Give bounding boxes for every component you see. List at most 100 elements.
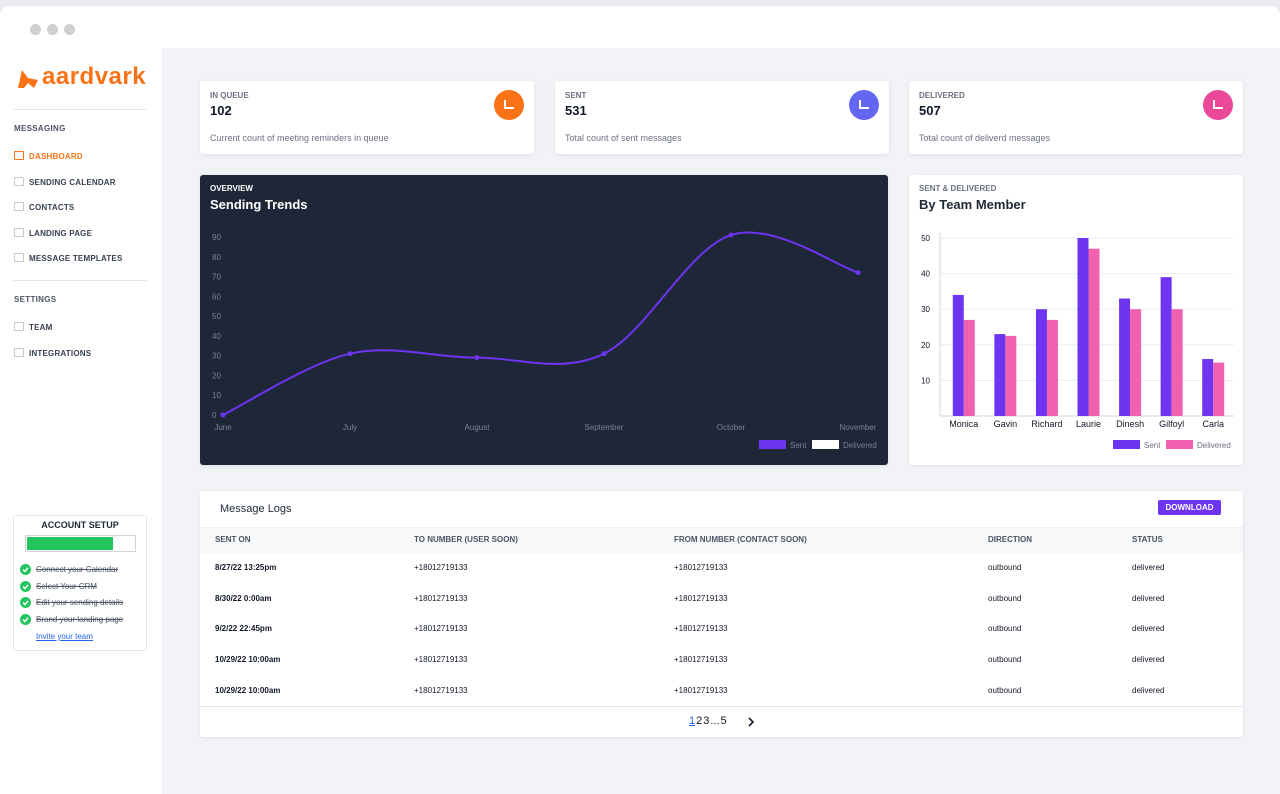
account-setup: ACCOUNT SETUP Connect your Calendar Select… bbox=[13, 515, 147, 651]
table-cell: 8/30/22 0:00am bbox=[215, 593, 272, 603]
table-cell: delivered bbox=[1132, 655, 1165, 665]
nav-item[interactable]: DASHBOARD bbox=[29, 152, 83, 161]
bar bbox=[1035, 309, 1047, 416]
sidebar-divider bbox=[13, 109, 147, 110]
check-icon bbox=[20, 614, 31, 626]
table-cell: 10/29/22 10:00am bbox=[215, 685, 281, 695]
nav-icon bbox=[14, 253, 24, 263]
y-tick-label: 50 bbox=[921, 234, 930, 243]
table-cell: +18012719133 bbox=[674, 655, 728, 665]
x-tick-label: July bbox=[343, 423, 357, 432]
sidebar-section-title: MESSAGING bbox=[14, 124, 66, 133]
bar bbox=[1160, 277, 1172, 416]
y-tick-label: 30 bbox=[212, 352, 221, 361]
y-tick-label: 20 bbox=[212, 371, 221, 380]
x-tick-label: Laurie bbox=[1076, 419, 1101, 429]
column-header: TO NUMBER (USER SOON) bbox=[414, 535, 518, 544]
table-title: Message Logs bbox=[220, 503, 292, 515]
y-tick-label: 0 bbox=[212, 411, 217, 420]
bar bbox=[1077, 238, 1089, 416]
check-mark bbox=[22, 584, 29, 590]
page-link[interactable]: 1 bbox=[689, 715, 696, 727]
chart-subtitle: SENT & DELIVERED bbox=[919, 184, 997, 193]
setup-task[interactable]: Brand your landing page bbox=[36, 615, 124, 625]
stat-icon-glyph bbox=[1213, 100, 1223, 109]
chart-subtitle: OVERVIEW bbox=[210, 184, 253, 193]
line-point bbox=[728, 232, 734, 238]
table-cell: outbound bbox=[988, 685, 1022, 695]
stat-label: SENT bbox=[565, 91, 587, 100]
y-tick-label: 20 bbox=[921, 341, 930, 350]
stat-icon bbox=[849, 90, 879, 120]
bar bbox=[1046, 319, 1058, 416]
setup-task[interactable]: Connect your Calendar bbox=[36, 565, 119, 574]
table-cell: +18012719133 bbox=[414, 624, 468, 634]
y-tick-label: 90 bbox=[212, 233, 221, 242]
nav-icon bbox=[14, 227, 24, 237]
account-setup-title: ACCOUNT SETUP bbox=[41, 520, 119, 530]
nav-item[interactable]: CONTACTS bbox=[29, 203, 75, 213]
legend-label: Sent bbox=[790, 441, 807, 450]
page-link[interactable]: 2 bbox=[696, 715, 703, 727]
nav-item[interactable]: LANDING PAGE bbox=[29, 228, 93, 238]
table-footer-divider bbox=[200, 706, 1243, 707]
page-link[interactable]: ... bbox=[710, 715, 720, 727]
check-circle bbox=[20, 580, 31, 592]
legend-label: Delivered bbox=[843, 441, 877, 450]
progress-fill bbox=[27, 537, 113, 550]
stat-label: DELIVERED bbox=[919, 91, 965, 100]
title-bar bbox=[0, 6, 1280, 50]
stat-icon bbox=[494, 90, 524, 120]
line-point bbox=[601, 351, 607, 357]
nav-icon bbox=[14, 176, 24, 186]
nav-icon bbox=[14, 347, 24, 357]
download-button[interactable]: DOWNLOAD bbox=[1158, 500, 1221, 515]
next-page[interactable] bbox=[747, 717, 755, 727]
logo-icon bbox=[18, 70, 38, 88]
chart-card: SENT & DELIVERED By Team Member 10 20 30 40 50… bbox=[909, 175, 1243, 465]
chart-title: By Team Member bbox=[919, 197, 1026, 212]
legend-swatch bbox=[812, 440, 839, 449]
line-point bbox=[474, 355, 480, 361]
table-cell: +18012719133 bbox=[414, 685, 468, 695]
nav-item[interactable]: TEAM bbox=[29, 323, 53, 332]
column-header: FROM NUMBER (CONTACT SOON) bbox=[674, 535, 807, 544]
nav-icon bbox=[14, 322, 24, 331]
nav-item[interactable]: MESSAGE TEMPLATES bbox=[29, 254, 123, 264]
page-link[interactable]: 5 bbox=[720, 715, 727, 727]
page-link[interactable]: 3 bbox=[703, 715, 710, 727]
nav-item[interactable]: INTEGRATIONS bbox=[29, 348, 92, 358]
nav-icon bbox=[14, 151, 24, 160]
table-cell: delivered bbox=[1132, 685, 1165, 695]
chart-card: OVERVIEW Sending Trends 0 10 20 30 40 50 60 70 80 9… bbox=[200, 175, 888, 465]
x-tick-label: Gilfoyl bbox=[1159, 419, 1184, 429]
brand-logo bbox=[18, 70, 38, 88]
setup-task[interactable]: Edit your sending details bbox=[36, 598, 124, 608]
legend-label: Sent bbox=[1144, 441, 1161, 450]
window-dot[interactable] bbox=[47, 24, 58, 35]
x-tick-label: Dinesh bbox=[1116, 419, 1144, 429]
setup-link[interactable]: Invite your team bbox=[36, 631, 93, 641]
window-dot[interactable] bbox=[64, 24, 75, 35]
table-cell: 10/29/22 10:00am bbox=[215, 655, 281, 665]
stat-icon-glyph bbox=[859, 100, 869, 109]
x-tick-label: September bbox=[584, 423, 623, 432]
window-dot[interactable] bbox=[30, 24, 41, 35]
table-cell: 9/2/22 22:45pm bbox=[215, 624, 272, 634]
chevron bbox=[748, 717, 755, 727]
line-point bbox=[347, 351, 353, 357]
stat-card: DELIVERED 507 Total count of deliverd mess… bbox=[909, 81, 1243, 154]
stat-description: Current count of meeting reminders in qu… bbox=[210, 133, 389, 143]
table-cell: delivered bbox=[1132, 624, 1165, 634]
y-tick-label: 50 bbox=[212, 312, 221, 321]
bar bbox=[1119, 298, 1131, 416]
table-cell: +18012719133 bbox=[674, 685, 728, 695]
stat-value: 531 bbox=[565, 103, 587, 118]
check-circle bbox=[20, 564, 31, 575]
check-icon bbox=[20, 580, 31, 592]
nav-item[interactable]: SENDING CALENDAR bbox=[29, 177, 116, 187]
stat-description: Total count of deliverd messages bbox=[919, 133, 1051, 143]
setup-task[interactable]: Select Your CRM bbox=[36, 581, 97, 591]
check-icon bbox=[20, 597, 31, 609]
table-header-row bbox=[200, 527, 1243, 553]
